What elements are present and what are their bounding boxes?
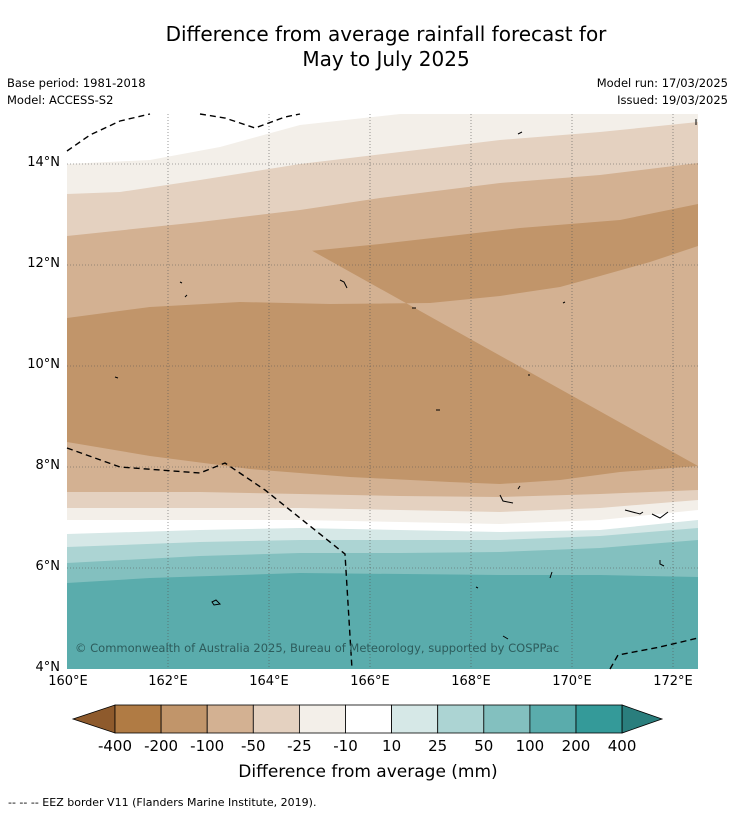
model-run-date: Model run: 17/03/2025 — [596, 76, 728, 90]
y-tick-label: 10°N — [27, 357, 60, 372]
y-tick-label: 6°N — [35, 559, 61, 574]
x-tick-label: 162°E — [148, 674, 188, 689]
colorbar-tick-label: -400 — [97, 737, 133, 755]
colorbar-tick-label: -50 — [241, 737, 266, 755]
colorbar-tick-label: -25 — [287, 737, 312, 755]
colorbar-tick-label: -10 — [333, 737, 358, 755]
model-name: Model: ACCESS-S2 — [7, 93, 114, 107]
x-tick-label: 172°E — [653, 674, 693, 689]
x-tick-label: 170°E — [552, 674, 592, 689]
copyright-notice: © Commonwealth of Australia 2025, Bureau… — [75, 641, 560, 655]
band-neutral-north — [67, 114, 400, 164]
colorbar-tick-label: 50 — [474, 737, 494, 755]
y-tick-label: 4°N — [35, 660, 61, 675]
x-tick-label: 168°E — [451, 674, 491, 689]
base-model-info: Base period: 1981-2018 Model: ACCESS-S2 — [7, 75, 146, 109]
x-tick-label: 160°E — [48, 674, 88, 689]
colorbar-tick-label: 200 — [561, 737, 591, 755]
x-tick-label: 166°E — [350, 674, 390, 689]
title-line-1: Difference from average rainfall forecas… — [165, 22, 607, 46]
colorbar-tick-label: 100 — [515, 737, 545, 755]
gridlines — [67, 114, 698, 669]
issued-date: Issued: 19/03/2025 — [617, 93, 728, 107]
colorbar-tick-label: 10 — [382, 737, 402, 755]
y-tick-label: 14°N — [27, 155, 60, 170]
base-period: Base period: 1981-2018 — [7, 76, 146, 90]
colorbar-tick-label: 400 — [607, 737, 637, 755]
islands — [114, 119, 697, 640]
chart-title: Difference from average rainfall forecas… — [0, 22, 736, 72]
eez-borders — [66, 113, 699, 670]
x-tick-label: 164°E — [249, 674, 289, 689]
colorbar-label: Difference from average (mm) — [238, 762, 498, 782]
rainfall-anomaly-bands — [67, 114, 698, 669]
colorbar-tick-label: 25 — [428, 737, 448, 755]
colorbar-tick-label: -200 — [144, 737, 179, 755]
run-info: Model run: 17/03/2025 Issued: 19/03/2025 — [597, 75, 728, 109]
colorbar-tick-label: -100 — [190, 737, 225, 755]
y-tick-label: 12°N — [27, 256, 60, 271]
title-line-2: May to July 2025 — [302, 47, 470, 71]
eez-legend: -- -- -- EEZ border V11 (Flanders Marine… — [8, 796, 317, 809]
y-tick-label: 8°N — [35, 458, 61, 473]
